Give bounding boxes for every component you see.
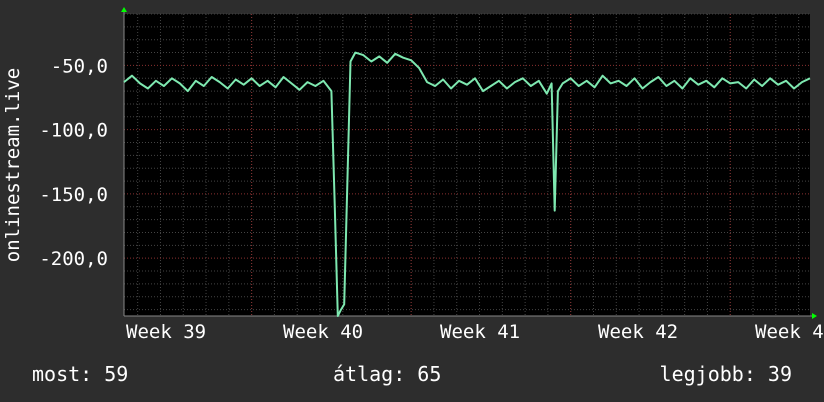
stat-best: legjobb: 39 xyxy=(660,362,792,386)
axes xyxy=(121,7,817,319)
stat-current-value: 59 xyxy=(104,362,129,386)
plot-area xyxy=(124,14,810,316)
series-group xyxy=(123,51,811,317)
stat-current-label: most: xyxy=(32,362,93,386)
stat-best-value: 39 xyxy=(767,362,792,386)
stat-average-label: átlag: xyxy=(333,362,406,386)
x-tick-label: Week 41 xyxy=(440,321,520,343)
x-tick-label: Week 4 xyxy=(755,321,824,343)
y-axis-label: onlinestream.live xyxy=(2,68,24,262)
series-line-0 xyxy=(123,51,811,317)
y-tick-label: -100,0 xyxy=(39,120,108,142)
x-tick-label: Week 40 xyxy=(283,321,363,343)
y-tick-label: -200,0 xyxy=(39,248,108,270)
stat-average: átlag: 65 xyxy=(333,362,441,386)
y-tick-label: -50,0 xyxy=(51,55,108,77)
x-tick-labels: Week 39 Week 40 Week 41 Week 42 Week 4 xyxy=(126,321,824,343)
y-tick-labels: -50,0 -100,0 -150,0 -200,0 xyxy=(39,55,108,270)
y-tick-label: -150,0 xyxy=(39,184,108,206)
major-gridlines xyxy=(124,14,810,316)
stat-average-value: 65 xyxy=(417,362,442,386)
stat-best-label: legjobb: xyxy=(659,362,756,386)
x-axis-arrow xyxy=(812,313,817,319)
stat-current: most: 59 xyxy=(32,362,128,386)
y-axis-arrow xyxy=(121,7,127,12)
x-tick-label: Week 39 xyxy=(126,321,206,343)
stats-bar: most: 59 átlag: 65 legjobb: 39 xyxy=(0,362,824,390)
x-tick-label: Week 42 xyxy=(598,321,678,343)
